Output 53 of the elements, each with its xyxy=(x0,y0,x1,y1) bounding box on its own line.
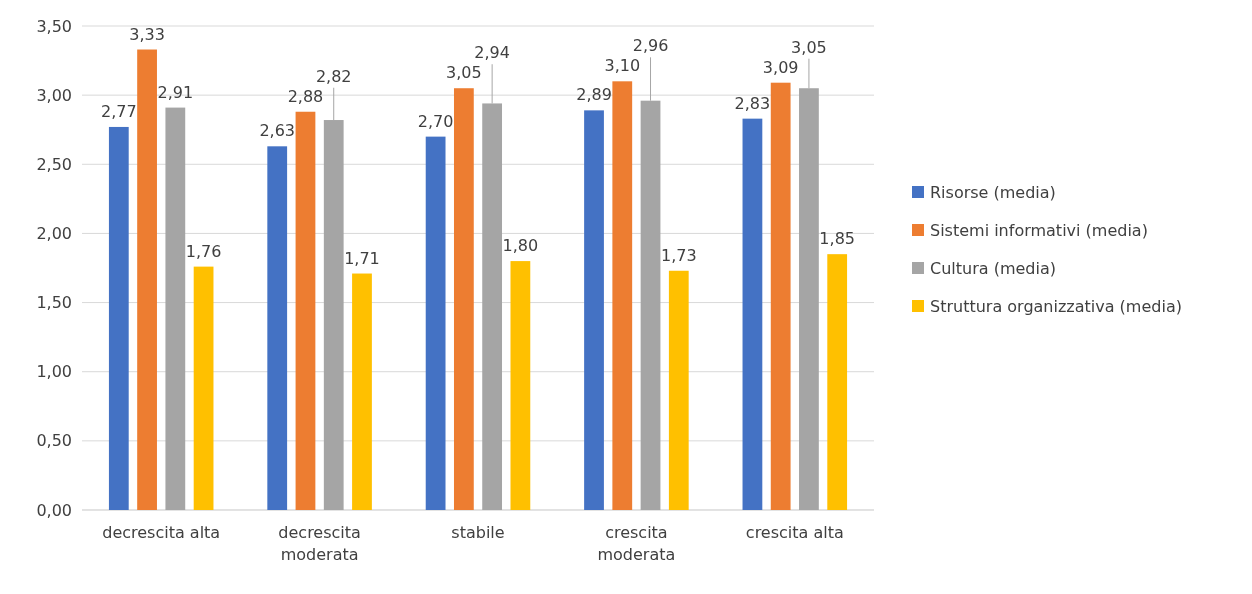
data-label: 1,71 xyxy=(344,248,380,268)
y-tick-label: 3,50 xyxy=(36,16,72,36)
bar xyxy=(425,136,446,510)
data-label: 2,82 xyxy=(315,66,352,86)
data-label: 2,89 xyxy=(576,85,612,105)
y-tick-label: 2,50 xyxy=(36,154,72,174)
legend-label: Cultura (media) xyxy=(930,258,1056,278)
bar xyxy=(612,81,633,510)
legend-label: Struttura organizzativa (media) xyxy=(930,296,1182,316)
x-tick-label: decrescita moderata xyxy=(278,523,361,564)
y-tick-label: 1,50 xyxy=(36,293,72,313)
bar xyxy=(137,49,157,510)
bar xyxy=(510,261,531,510)
bar xyxy=(770,82,791,510)
bar xyxy=(108,126,129,510)
legend-label: Sistemi informativi (media) xyxy=(930,220,1148,240)
x-tick-label: stabile xyxy=(451,523,505,542)
data-label: 2,88 xyxy=(287,86,324,106)
data-label: 3,05 xyxy=(446,63,482,83)
data-label: 1,73 xyxy=(660,245,697,265)
bar xyxy=(742,118,763,510)
data-label: 1,80 xyxy=(502,236,539,256)
data-label: 2,94 xyxy=(474,43,510,63)
data-label: 2,83 xyxy=(734,93,771,113)
data-label: 3,09 xyxy=(762,57,799,77)
data-label: 1,85 xyxy=(819,229,855,249)
data-label: 3,05 xyxy=(791,37,827,57)
bar xyxy=(193,266,214,510)
bar xyxy=(165,107,186,510)
bar xyxy=(827,254,848,510)
bar xyxy=(352,273,372,510)
bar xyxy=(584,110,604,510)
y-tick-label: 0,50 xyxy=(36,431,72,451)
y-tick-label: 1,00 xyxy=(36,362,72,382)
bar xyxy=(295,111,316,510)
y-tick-label: 0,00 xyxy=(36,500,72,520)
data-label: 3,33 xyxy=(129,24,165,44)
legend-label: Risorse (media) xyxy=(930,182,1056,202)
data-label: 2,96 xyxy=(632,36,669,56)
data-label: 2,77 xyxy=(101,101,137,121)
bar xyxy=(668,270,689,510)
data-label: 1,76 xyxy=(185,241,222,261)
data-label: 3,10 xyxy=(604,56,641,76)
data-label: 2,63 xyxy=(259,121,296,141)
x-tick-label: crescita alta xyxy=(745,523,844,542)
data-label: 2,91 xyxy=(157,82,194,102)
x-tick-label: crescita moderata xyxy=(597,523,676,564)
data-label: 2,70 xyxy=(417,111,454,131)
y-tick-label: 3,00 xyxy=(36,85,72,105)
y-tick-label: 2,00 xyxy=(36,224,72,244)
x-tick-label: decrescita alta xyxy=(102,523,221,542)
bar xyxy=(453,88,474,510)
bar xyxy=(267,146,288,510)
